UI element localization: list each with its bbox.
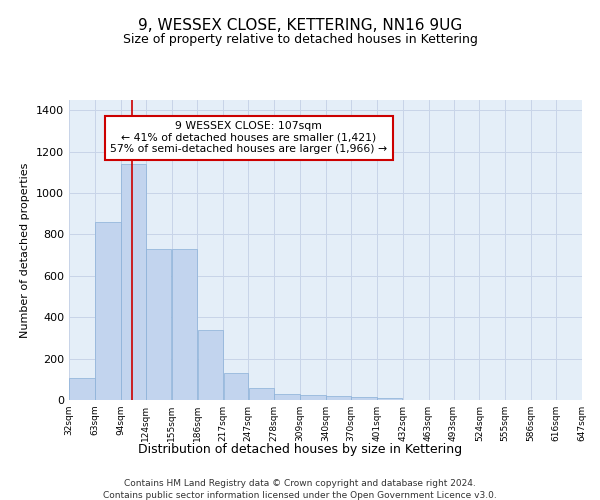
Bar [121, 164, 146, 400]
Text: Size of property relative to detached houses in Kettering: Size of property relative to detached ho… [122, 32, 478, 46]
Bar [377, 398, 403, 400]
Text: Contains public sector information licensed under the Open Government Licence v3: Contains public sector information licen… [103, 491, 497, 500]
Bar [95, 222, 121, 400]
Bar [69, 378, 95, 400]
Bar [248, 388, 274, 400]
Bar [351, 397, 377, 400]
Bar [274, 394, 300, 400]
Bar [224, 373, 248, 400]
Bar [326, 396, 351, 400]
Text: 9, WESSEX CLOSE, KETTERING, NN16 9UG: 9, WESSEX CLOSE, KETTERING, NN16 9UG [138, 18, 462, 32]
Bar [197, 330, 223, 400]
Y-axis label: Number of detached properties: Number of detached properties [20, 162, 31, 338]
Bar [172, 249, 197, 400]
Text: 9 WESSEX CLOSE: 107sqm
← 41% of detached houses are smaller (1,421)
57% of semi-: 9 WESSEX CLOSE: 107sqm ← 41% of detached… [110, 121, 387, 154]
Bar [300, 395, 326, 400]
Text: Distribution of detached houses by size in Kettering: Distribution of detached houses by size … [138, 442, 462, 456]
Bar [146, 249, 172, 400]
Text: Contains HM Land Registry data © Crown copyright and database right 2024.: Contains HM Land Registry data © Crown c… [124, 479, 476, 488]
